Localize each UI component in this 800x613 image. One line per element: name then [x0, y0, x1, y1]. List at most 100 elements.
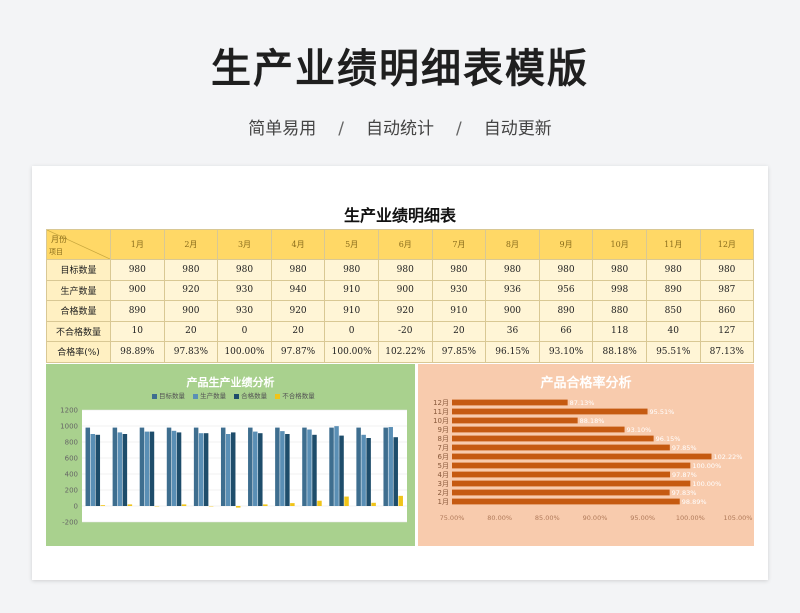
y-category-label: 7月 — [438, 444, 449, 452]
bar-1-4 — [166, 427, 172, 506]
table-cell: 87.13% — [699, 341, 755, 363]
bar-1-6 — [220, 427, 226, 506]
bar-3-1 — [95, 434, 101, 506]
feature-easy: 简单易用 — [248, 119, 317, 139]
rate-bar-3 — [452, 480, 691, 487]
rate-chart-title: 产品合格率分析 — [540, 376, 632, 391]
table-corner-cell: 月份 项目 — [46, 229, 111, 260]
bar-4-4 — [181, 504, 187, 506]
feature-tagline: 简单易用 / 自动统计 / 自动更新 — [0, 114, 800, 139]
bar-1-9 — [302, 427, 307, 506]
production-table: 月份 项目 1月 2月 3月 4月 5月 6月 7月 8月 9月 10月 11月 12月 目标数量 98… — [46, 229, 755, 363]
y-category-label: 4月 — [438, 471, 449, 479]
bar-2-2 — [117, 432, 123, 506]
table-cell: 890 — [538, 300, 594, 322]
table-cell: 95.51% — [645, 341, 701, 363]
table-row: 目标数量 980 980 980 980 980 980 980 980 980 980 980 980 — [46, 259, 755, 281]
table-cell: 40 — [645, 320, 701, 342]
table-row: 不合格数量 10 20 0 20 0 -20 20 36 66 118 40 127 — [46, 320, 755, 342]
month-header-4: 4月 — [270, 229, 326, 260]
bar-4-10 — [344, 496, 349, 506]
table-cell: 910 — [324, 279, 379, 301]
table-row: 合格数量 890 900 930 920 910 920 910 900 890 880 850 860 — [46, 300, 755, 322]
table-cell: 36 — [485, 320, 540, 342]
table-cell: 0 — [217, 320, 272, 342]
bar-4-8 — [290, 503, 295, 506]
bar-3-3 — [149, 431, 155, 506]
corner-month-label: 月份 — [51, 235, 67, 244]
table-cell: 66 — [538, 320, 594, 342]
bar-3-4 — [176, 432, 182, 506]
x-tick-label: 100.00% — [676, 514, 705, 522]
row-label: 合格率(%) — [46, 341, 111, 363]
bar-1-7 — [248, 427, 253, 506]
month-header-2: 2月 — [163, 229, 219, 260]
bar-3-8 — [285, 434, 290, 506]
bar-2-8 — [280, 431, 285, 506]
month-header-11: 11月 — [645, 229, 701, 260]
rate-data-label: 100.00% — [692, 480, 721, 488]
bar-3-11 — [366, 438, 371, 506]
y-category-label: 3月 — [438, 480, 449, 488]
y-tick-label: 400 — [65, 471, 78, 479]
table-row: 生产数量 900 920 930 940 910 900 930 936 956 998 890 987 — [46, 279, 755, 301]
table-cell: 20 — [163, 320, 219, 342]
bar-4-6 — [235, 506, 241, 508]
bar-2-10 — [334, 426, 339, 506]
table-cell: 980 — [217, 259, 272, 281]
bar-1-10 — [329, 427, 334, 506]
corner-diagonal — [47, 230, 110, 259]
rate-bar-11 — [452, 408, 648, 415]
rate-data-label: 87.13% — [570, 399, 595, 407]
bar-4-11 — [371, 502, 376, 506]
table-cell: 20 — [431, 320, 487, 342]
y-tick-label: 1000 — [60, 423, 78, 431]
separator: / — [456, 119, 462, 139]
table-cell: 920 — [163, 279, 219, 301]
row-label: 目标数量 — [46, 259, 111, 281]
legend-label-production: 生产数量 — [200, 392, 227, 400]
corner-item-label: 项目 — [49, 248, 63, 256]
y-category-label: 8月 — [438, 435, 449, 443]
bar-1-2 — [112, 427, 118, 506]
page-title: 生产业绩明细表模版 — [211, 46, 589, 92]
table-cell: 980 — [645, 259, 701, 281]
month-header-9: 9月 — [538, 229, 594, 260]
table-cell: 980 — [431, 259, 487, 281]
table-cell: 980 — [324, 259, 379, 281]
y-category-label: 1月 — [438, 498, 449, 506]
table-cell: 890 — [645, 279, 701, 301]
legend-label-target: 目标数量 — [159, 392, 185, 400]
table-cell: 980 — [110, 259, 165, 281]
production-chart-title: 产品生产业绩分析 — [186, 376, 275, 389]
bar-4-7 — [263, 504, 268, 506]
bar-2-7 — [253, 431, 258, 506]
legend-swatch-unqualified — [275, 393, 281, 399]
table-cell: 20 — [270, 320, 326, 342]
production-chart-legend: 目标数量 生产数量 合格数量 不合格数量 — [146, 390, 315, 400]
legend-swatch-qualified — [234, 393, 240, 399]
row-label: 不合格数量 — [46, 320, 111, 342]
rate-bar-9 — [452, 426, 625, 433]
table-cell: 980 — [592, 259, 647, 281]
bar-1-5 — [193, 427, 199, 506]
row-label: 合格数量 — [46, 300, 111, 322]
x-tick-label: 75.00% — [440, 514, 465, 522]
rate-bar-5 — [452, 462, 691, 469]
rate-data-label: 95.51% — [650, 408, 675, 416]
rate-data-label: 97.83% — [672, 489, 697, 497]
x-tick-label: 105.00% — [724, 514, 753, 522]
separator: / — [338, 119, 344, 139]
rate-data-label: 97.85% — [672, 444, 697, 452]
bar-2-5 — [198, 433, 204, 506]
bar-2-4 — [171, 430, 177, 506]
bar-2-11 — [361, 434, 366, 506]
table-cell: 980 — [377, 259, 433, 281]
table-cell: 96.15% — [485, 341, 540, 363]
table-cell: 900 — [377, 279, 433, 301]
table-cell: 127 — [699, 320, 755, 342]
x-tick-label: 85.00% — [535, 514, 560, 522]
table-cell: 102.22% — [377, 341, 433, 363]
x-tick-label: 95.00% — [630, 514, 655, 522]
y-category-label: 10月 — [433, 417, 449, 425]
